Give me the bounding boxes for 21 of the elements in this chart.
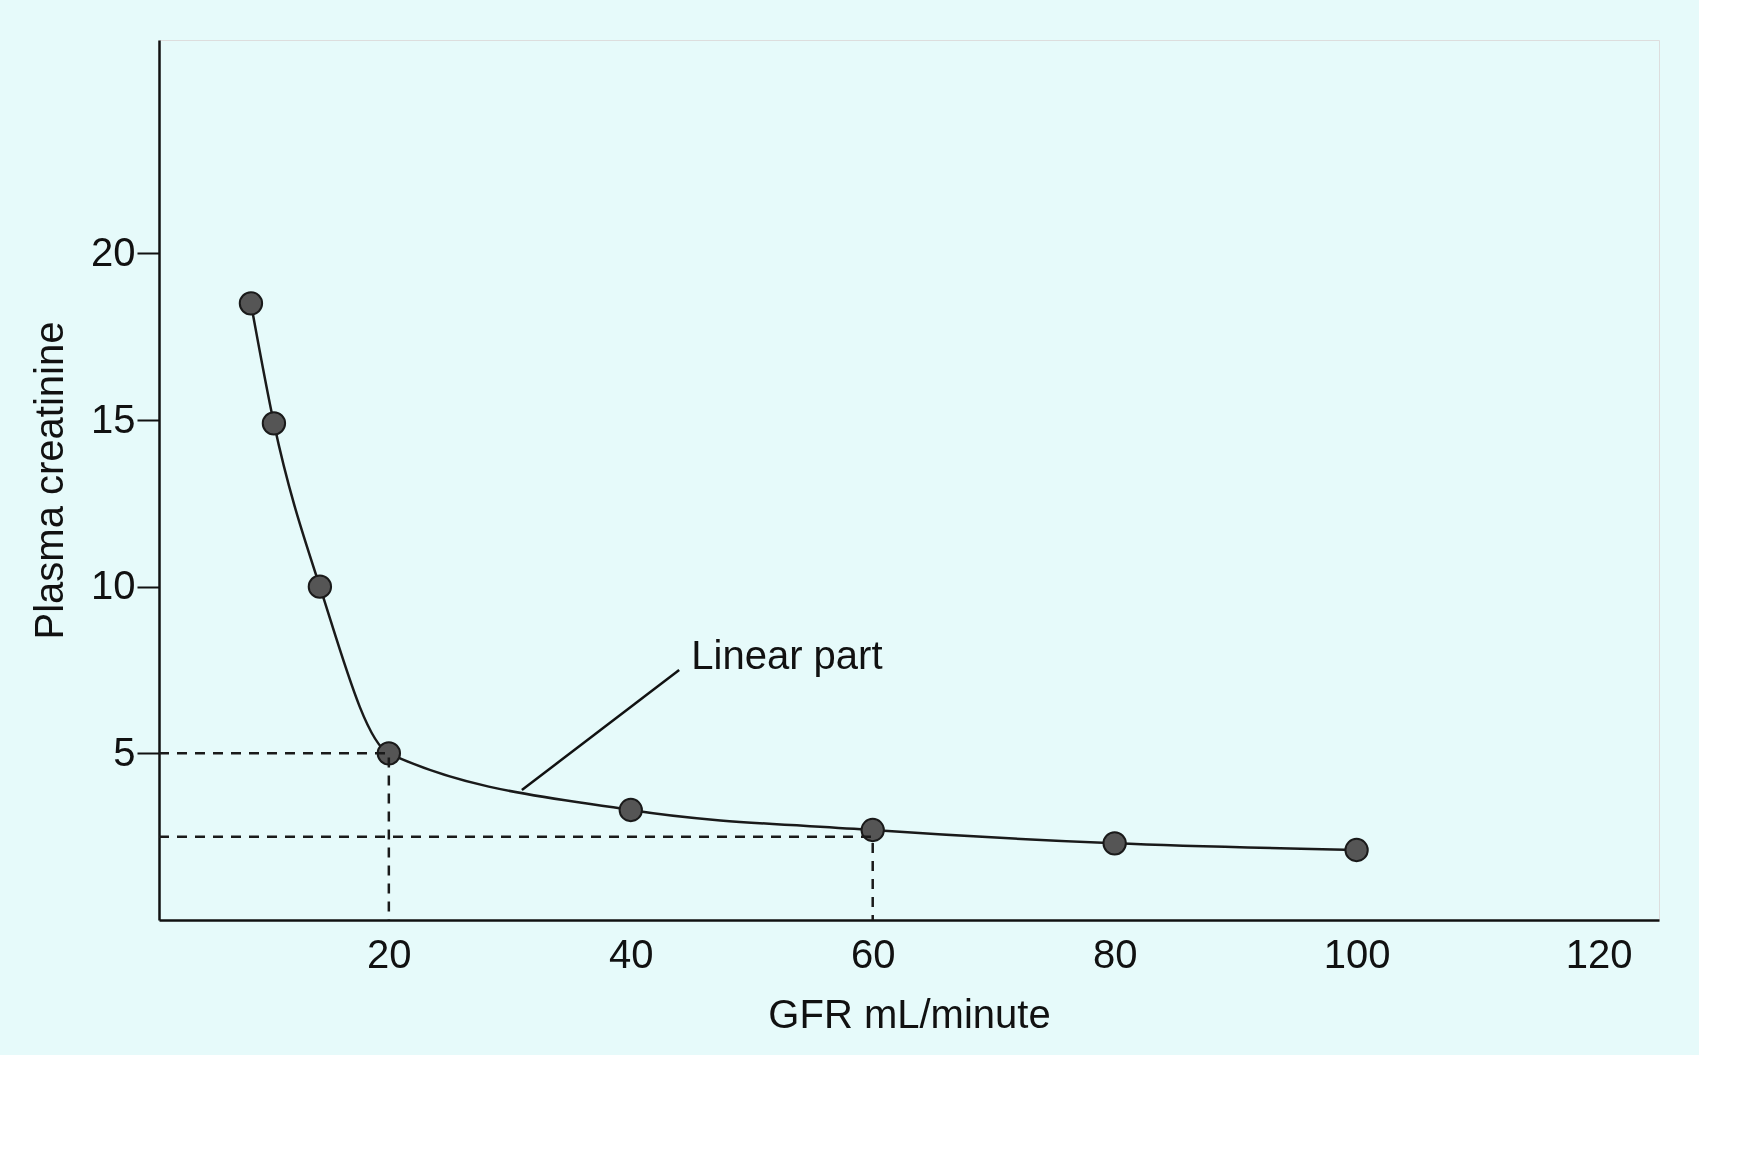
x-tick-label: 40	[609, 931, 654, 976]
x-tick-label: 120	[1565, 931, 1633, 976]
point	[261, 411, 287, 436]
y-tick-label: 20	[91, 229, 136, 274]
y-tick-label: 15	[91, 396, 136, 441]
x-tick-label: 100	[1323, 931, 1391, 976]
point	[307, 574, 333, 599]
x-tick-label: 20	[367, 931, 412, 976]
annotation: Linear part	[691, 632, 883, 677]
y-tick-label: 10	[91, 563, 136, 608]
x-tick-label: 80	[1092, 931, 1138, 976]
x-axis-title: GFR mL/minute	[768, 991, 1051, 1036]
x-tick-label: 60	[850, 931, 896, 976]
point	[376, 741, 402, 766]
y-tick-label: 5	[113, 729, 136, 774]
point	[1102, 831, 1127, 856]
point	[618, 797, 643, 823]
point	[238, 291, 264, 316]
point	[860, 817, 885, 843]
point	[1344, 837, 1369, 863]
y-axis-title: Plasma creatinine	[27, 321, 72, 640]
